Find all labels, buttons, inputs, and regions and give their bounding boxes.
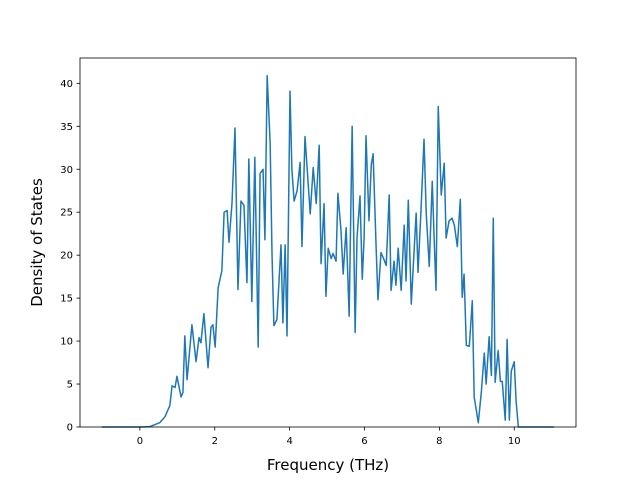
x-tick-label: 8: [436, 436, 442, 447]
plot-area: [101, 74, 554, 428]
y-tick-label: 20: [60, 251, 73, 262]
x-tick-label: 10: [508, 436, 521, 447]
y-tick-label: 5: [67, 380, 73, 391]
y-tick-label: 30: [60, 165, 73, 176]
y-tick-label: 0: [67, 423, 73, 434]
data-line: [101, 74, 554, 428]
y-axis-label: Density of States: [28, 178, 46, 307]
y-tick-label: 40: [60, 79, 73, 90]
x-tick-label: 0: [137, 436, 143, 447]
x-axis-label: Frequency (THz): [267, 456, 389, 474]
y-tick-label: 35: [60, 122, 73, 133]
x-tick-label: 4: [286, 436, 292, 447]
axes-frame: [79, 57, 577, 428]
y-tick-label: 10: [60, 337, 73, 348]
y-tick-label: 15: [60, 294, 73, 305]
x-tick-label: 6: [361, 436, 367, 447]
x-tick-label: 2: [212, 436, 218, 447]
y-tick-label: 25: [60, 208, 73, 219]
